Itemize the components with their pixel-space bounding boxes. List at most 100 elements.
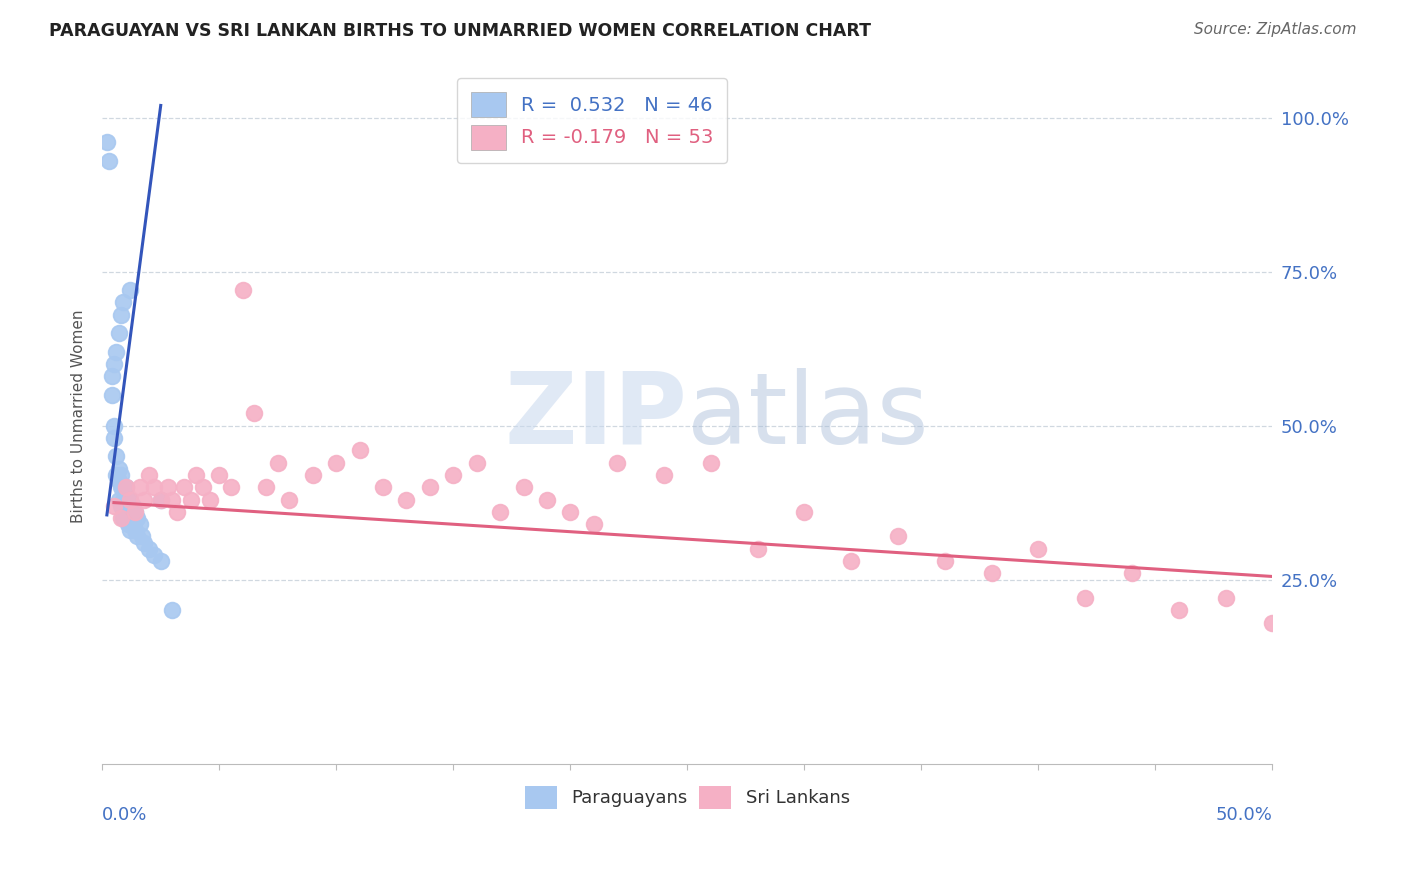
Point (149, 492, 172, 507)
Point (105, 467, 128, 482)
Point (105, 450, 128, 464)
Point (110, 511, 132, 525)
Point (166, 505, 188, 519)
Point (934, 554, 956, 568)
Point (173, 480, 195, 494)
Point (114, 480, 136, 494)
Point (162, 603, 184, 617)
Point (191, 480, 214, 494)
Point (120, 283, 142, 297)
Point (103, 357, 125, 371)
Point (114, 492, 136, 507)
Point (149, 492, 172, 507)
Point (162, 492, 184, 507)
Point (100, 369, 122, 384)
Point (512, 480, 534, 494)
Point (839, 554, 862, 568)
Point (254, 480, 277, 494)
Point (128, 480, 150, 494)
Point (110, 467, 132, 482)
Point (606, 456, 628, 470)
Point (112, 295, 135, 310)
Point (127, 511, 149, 525)
Point (121, 499, 143, 513)
Point (419, 480, 441, 494)
Point (349, 443, 371, 458)
Text: PARAGUAYAN VS SRI LANKAN BIRTHS TO UNMARRIED WOMEN CORRELATION CHART: PARAGUAYAN VS SRI LANKAN BIRTHS TO UNMAR… (49, 22, 872, 40)
Point (232, 283, 254, 297)
Point (120, 492, 142, 507)
Point (395, 492, 418, 507)
Point (198, 492, 221, 507)
Point (110, 480, 132, 494)
Text: ZIP: ZIP (505, 368, 688, 465)
Point (441, 467, 464, 482)
Legend: Paraguayans, Sri Lankans: Paraguayans, Sri Lankans (516, 777, 859, 818)
Point (112, 492, 135, 507)
Point (124, 505, 146, 519)
Point (110, 499, 132, 513)
Point (980, 566, 1002, 581)
Point (1215, 591, 1237, 605)
Point (120, 492, 142, 507)
Point (112, 480, 135, 494)
Point (96, 136, 118, 150)
Point (107, 326, 129, 341)
Point (110, 308, 132, 322)
Point (107, 474, 129, 488)
Point (98, 153, 121, 168)
Point (156, 480, 179, 494)
Point (184, 467, 207, 482)
Point (124, 524, 146, 538)
Point (560, 505, 582, 519)
Text: Source: ZipAtlas.com: Source: ZipAtlas.com (1194, 22, 1357, 37)
Point (1167, 603, 1189, 617)
Point (134, 492, 156, 507)
Point (278, 492, 301, 507)
Point (887, 529, 910, 543)
Point (208, 467, 231, 482)
Point (267, 456, 290, 470)
Point (138, 467, 160, 482)
Point (536, 492, 558, 507)
Point (105, 344, 128, 359)
Point (582, 517, 605, 532)
Text: 0.0%: 0.0% (103, 806, 148, 824)
Point (219, 480, 242, 494)
Point (128, 517, 150, 532)
Point (489, 505, 512, 519)
Point (747, 541, 769, 556)
Point (793, 505, 815, 519)
Point (117, 492, 139, 507)
Point (112, 511, 135, 525)
Point (142, 548, 165, 562)
Text: 50.0%: 50.0% (1216, 806, 1272, 824)
Point (114, 505, 136, 519)
Point (107, 461, 129, 475)
Point (100, 388, 122, 402)
Point (121, 517, 143, 532)
Point (243, 406, 266, 420)
Point (1028, 541, 1050, 556)
Text: atlas: atlas (688, 368, 929, 465)
Point (124, 505, 146, 519)
Point (127, 529, 149, 543)
Point (142, 480, 165, 494)
Point (131, 529, 153, 543)
Point (120, 505, 142, 519)
Point (117, 505, 139, 519)
Point (149, 554, 172, 568)
Point (652, 467, 675, 482)
Point (134, 535, 156, 549)
Point (700, 456, 723, 470)
Point (114, 480, 136, 494)
Point (1261, 615, 1284, 630)
Point (138, 541, 160, 556)
Point (302, 467, 325, 482)
Point (120, 524, 142, 538)
Point (107, 492, 129, 507)
Point (1074, 591, 1097, 605)
Y-axis label: Births to Unmarried Women: Births to Unmarried Women (72, 310, 86, 523)
Point (465, 456, 488, 470)
Point (1121, 566, 1143, 581)
